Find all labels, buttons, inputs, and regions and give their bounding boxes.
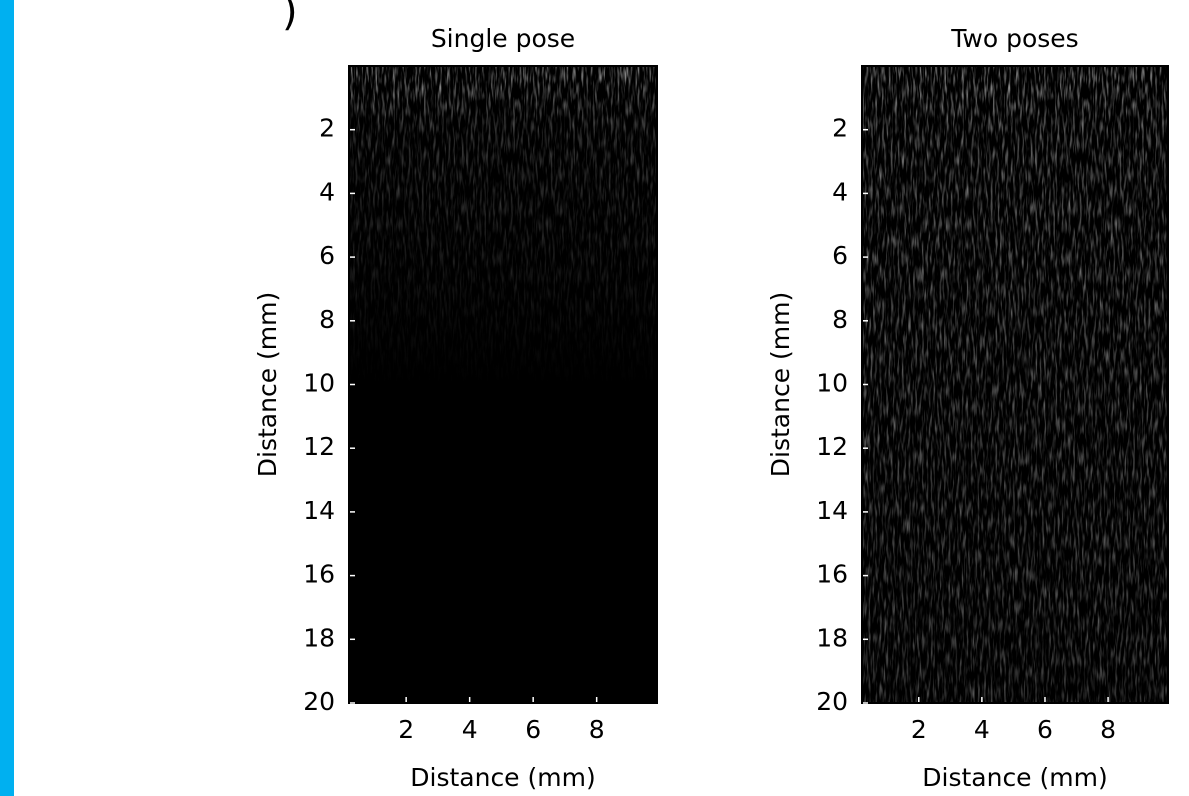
- y-tick-label: 6: [319, 241, 335, 270]
- x-axis-label: Distance (mm): [410, 763, 595, 792]
- heading-fragment: ): [282, 0, 298, 35]
- x-tick-label: 2: [398, 715, 414, 744]
- chart-title: Two poses: [950, 24, 1078, 53]
- axes-frame: [348, 65, 658, 704]
- x-tick-label: 8: [589, 715, 605, 744]
- y-tick-label: 6: [832, 241, 848, 270]
- y-tick-label: 8: [319, 305, 335, 334]
- y-tick-label: 20: [303, 687, 335, 716]
- axes-frame: [861, 65, 1169, 704]
- y-tick-label: 20: [816, 687, 848, 716]
- y-tick-label: 10: [816, 369, 848, 398]
- y-tick-label: 10: [303, 369, 335, 398]
- x-tick-label: 8: [1100, 715, 1116, 744]
- y-tick-label: 14: [816, 496, 848, 525]
- x-tick-label: 4: [462, 715, 478, 744]
- chart-title: Single pose: [431, 24, 575, 53]
- image-speckle: [349, 66, 657, 703]
- image-speckle: [862, 66, 1168, 703]
- y-tick-label: 4: [832, 177, 848, 206]
- y-tick-label: 18: [303, 623, 335, 652]
- y-tick-label: 16: [303, 560, 335, 589]
- y-axis-label: Distance (mm): [253, 292, 282, 477]
- x-tick-label: 6: [1037, 715, 1053, 744]
- y-tick-label: 14: [303, 496, 335, 525]
- x-tick-label: 4: [974, 715, 990, 744]
- y-tick-label: 18: [816, 623, 848, 652]
- y-tick-label: 2: [832, 114, 848, 143]
- y-tick-label: 12: [816, 432, 848, 461]
- accent-bar: [0, 0, 14, 796]
- y-tick-label: 4: [319, 177, 335, 206]
- x-axis-label: Distance (mm): [922, 763, 1107, 792]
- y-tick-label: 2: [319, 114, 335, 143]
- y-tick-label: 12: [303, 432, 335, 461]
- y-axis-label: Distance (mm): [766, 292, 795, 477]
- x-tick-label: 6: [525, 715, 541, 744]
- y-tick-label: 8: [832, 305, 848, 334]
- y-tick-label: 16: [816, 560, 848, 589]
- x-tick-label: 2: [911, 715, 927, 744]
